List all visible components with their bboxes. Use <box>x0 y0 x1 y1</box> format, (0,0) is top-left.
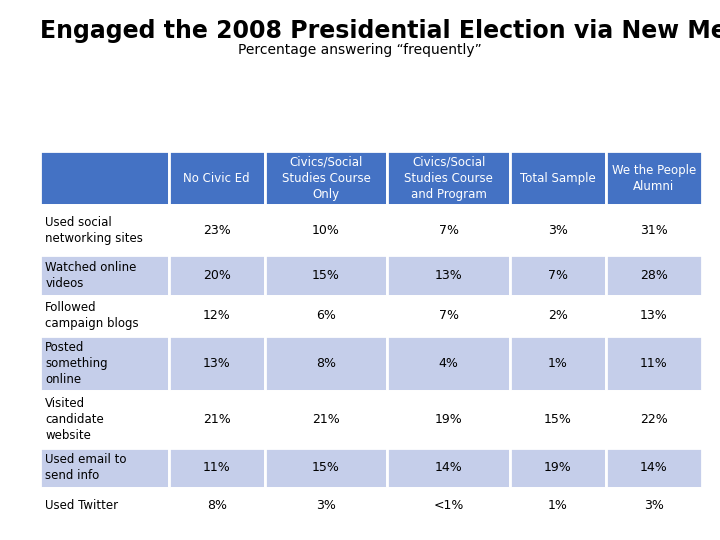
Text: 23%: 23% <box>203 224 230 237</box>
Text: 2%: 2% <box>548 309 568 322</box>
Text: 11%: 11% <box>640 357 668 370</box>
FancyBboxPatch shape <box>40 151 168 205</box>
FancyBboxPatch shape <box>265 488 387 524</box>
Text: Civics/Social
Studies Course
and Program: Civics/Social Studies Course and Program <box>404 156 493 201</box>
FancyBboxPatch shape <box>265 151 387 205</box>
Text: 13%: 13% <box>203 357 230 370</box>
Text: Percentage answering “frequently”: Percentage answering “frequently” <box>238 43 482 57</box>
FancyBboxPatch shape <box>387 448 510 488</box>
FancyBboxPatch shape <box>606 488 702 524</box>
Text: Posted
something
online: Posted something online <box>45 341 108 386</box>
Text: Used Twitter: Used Twitter <box>45 500 119 512</box>
FancyBboxPatch shape <box>168 488 265 524</box>
FancyBboxPatch shape <box>510 295 606 336</box>
Text: 20%: 20% <box>203 269 230 282</box>
FancyBboxPatch shape <box>387 390 510 448</box>
Text: 3%: 3% <box>548 224 568 237</box>
FancyBboxPatch shape <box>387 336 510 390</box>
Text: 14%: 14% <box>435 462 462 475</box>
FancyBboxPatch shape <box>168 448 265 488</box>
Text: We the People
Alumni: We the People Alumni <box>612 164 696 193</box>
FancyBboxPatch shape <box>606 448 702 488</box>
Text: 1%: 1% <box>548 357 568 370</box>
FancyBboxPatch shape <box>40 390 168 448</box>
Text: Civics/Social
Studies Course
Only: Civics/Social Studies Course Only <box>282 156 371 201</box>
FancyBboxPatch shape <box>510 448 606 488</box>
FancyBboxPatch shape <box>265 448 387 488</box>
Text: 19%: 19% <box>544 462 572 475</box>
FancyBboxPatch shape <box>606 151 702 205</box>
FancyBboxPatch shape <box>168 255 265 295</box>
Text: 3%: 3% <box>316 500 336 512</box>
FancyBboxPatch shape <box>510 336 606 390</box>
FancyBboxPatch shape <box>168 295 265 336</box>
Text: 31%: 31% <box>640 224 668 237</box>
FancyBboxPatch shape <box>606 255 702 295</box>
FancyBboxPatch shape <box>265 336 387 390</box>
FancyBboxPatch shape <box>168 390 265 448</box>
FancyBboxPatch shape <box>265 390 387 448</box>
FancyBboxPatch shape <box>387 205 510 255</box>
Text: 22%: 22% <box>640 413 668 426</box>
FancyBboxPatch shape <box>40 205 168 255</box>
FancyBboxPatch shape <box>387 255 510 295</box>
Text: 19%: 19% <box>435 413 462 426</box>
FancyBboxPatch shape <box>168 151 265 205</box>
Text: 21%: 21% <box>312 413 340 426</box>
Text: 7%: 7% <box>438 309 459 322</box>
FancyBboxPatch shape <box>387 488 510 524</box>
Text: 13%: 13% <box>640 309 668 322</box>
Text: <1%: <1% <box>433 500 464 512</box>
Text: No Civic Ed: No Civic Ed <box>184 172 250 185</box>
Text: 21%: 21% <box>203 413 230 426</box>
Text: 11%: 11% <box>203 462 230 475</box>
FancyBboxPatch shape <box>510 255 606 295</box>
Text: 1%: 1% <box>548 500 568 512</box>
Text: 7%: 7% <box>438 224 459 237</box>
FancyBboxPatch shape <box>40 336 168 390</box>
FancyBboxPatch shape <box>265 295 387 336</box>
FancyBboxPatch shape <box>40 488 168 524</box>
FancyBboxPatch shape <box>40 295 168 336</box>
FancyBboxPatch shape <box>168 205 265 255</box>
FancyBboxPatch shape <box>40 448 168 488</box>
FancyBboxPatch shape <box>387 151 510 205</box>
Text: 15%: 15% <box>312 462 340 475</box>
Text: Total Sample: Total Sample <box>520 172 596 185</box>
Text: 6%: 6% <box>316 309 336 322</box>
Text: 28%: 28% <box>640 269 668 282</box>
Text: 10%: 10% <box>312 224 340 237</box>
FancyBboxPatch shape <box>606 336 702 390</box>
Text: 14%: 14% <box>640 462 668 475</box>
Text: 15%: 15% <box>312 269 340 282</box>
FancyBboxPatch shape <box>387 295 510 336</box>
Text: Used social
networking sites: Used social networking sites <box>45 215 143 245</box>
Text: Followed
campaign blogs: Followed campaign blogs <box>45 301 139 330</box>
Text: 4%: 4% <box>438 357 459 370</box>
Text: 12%: 12% <box>203 309 230 322</box>
FancyBboxPatch shape <box>606 205 702 255</box>
FancyBboxPatch shape <box>265 255 387 295</box>
Text: Watched online
videos: Watched online videos <box>45 261 137 290</box>
FancyBboxPatch shape <box>606 390 702 448</box>
FancyBboxPatch shape <box>510 151 606 205</box>
Text: Engaged the 2008 Presidential Election via New Media: Engaged the 2008 Presidential Election v… <box>40 19 720 43</box>
Text: 15%: 15% <box>544 413 572 426</box>
FancyBboxPatch shape <box>510 488 606 524</box>
Text: 8%: 8% <box>207 500 227 512</box>
FancyBboxPatch shape <box>168 336 265 390</box>
FancyBboxPatch shape <box>40 255 168 295</box>
Text: 3%: 3% <box>644 500 664 512</box>
Text: 7%: 7% <box>548 269 568 282</box>
Text: 8%: 8% <box>316 357 336 370</box>
Text: Visited
candidate
website: Visited candidate website <box>45 397 104 442</box>
Text: Used email to
send info: Used email to send info <box>45 454 127 482</box>
FancyBboxPatch shape <box>265 205 387 255</box>
Text: 13%: 13% <box>435 269 462 282</box>
FancyBboxPatch shape <box>510 205 606 255</box>
FancyBboxPatch shape <box>510 390 606 448</box>
FancyBboxPatch shape <box>606 295 702 336</box>
